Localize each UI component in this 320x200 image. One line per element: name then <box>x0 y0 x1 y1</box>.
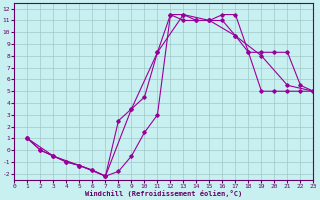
X-axis label: Windchill (Refroidissement éolien,°C): Windchill (Refroidissement éolien,°C) <box>85 190 243 197</box>
